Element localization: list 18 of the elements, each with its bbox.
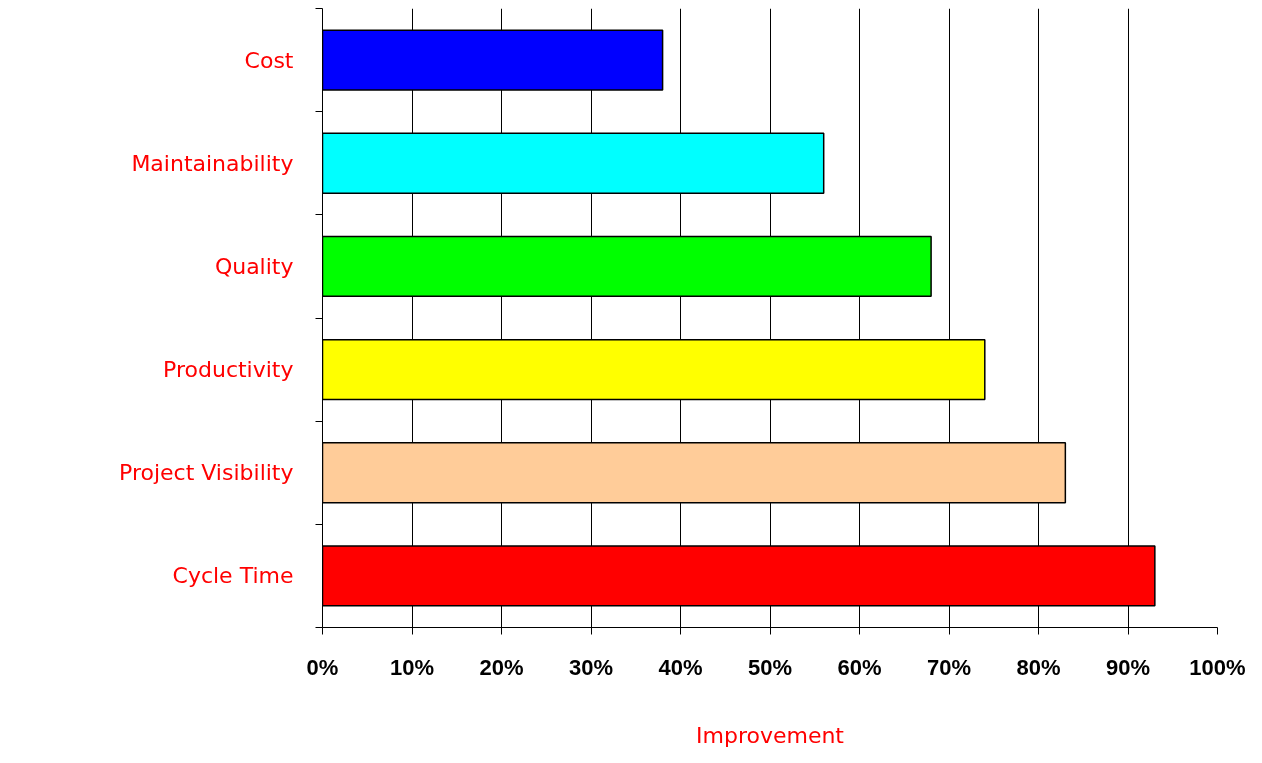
x-tick-label: 60% (837, 654, 882, 680)
x-tick-label: 50% (747, 654, 793, 680)
x-axis-title: Improvement (696, 722, 845, 748)
x-tick-label: 90% (1105, 654, 1151, 680)
y-tick-label: Cycle Time (172, 563, 294, 589)
x-tick-label: 0% (306, 654, 339, 680)
x-tick-label: 70% (926, 654, 972, 680)
x-tick-label: 40% (658, 654, 703, 680)
x-tick-label: 100% (1189, 654, 1246, 680)
y-tick-label: Productivity (163, 357, 294, 383)
y-tick-label: Cost (244, 47, 294, 73)
x-tick-label: 80% (1016, 654, 1061, 680)
y-tick-label: Quality (214, 253, 294, 279)
y-tick-label: Project Visibility (119, 460, 294, 486)
x-tick-label: 10% (389, 654, 435, 680)
y-tick-label: Maintainability (131, 150, 294, 176)
x-tick-label: 30% (568, 654, 614, 680)
x-tick-label: 20% (479, 654, 524, 680)
